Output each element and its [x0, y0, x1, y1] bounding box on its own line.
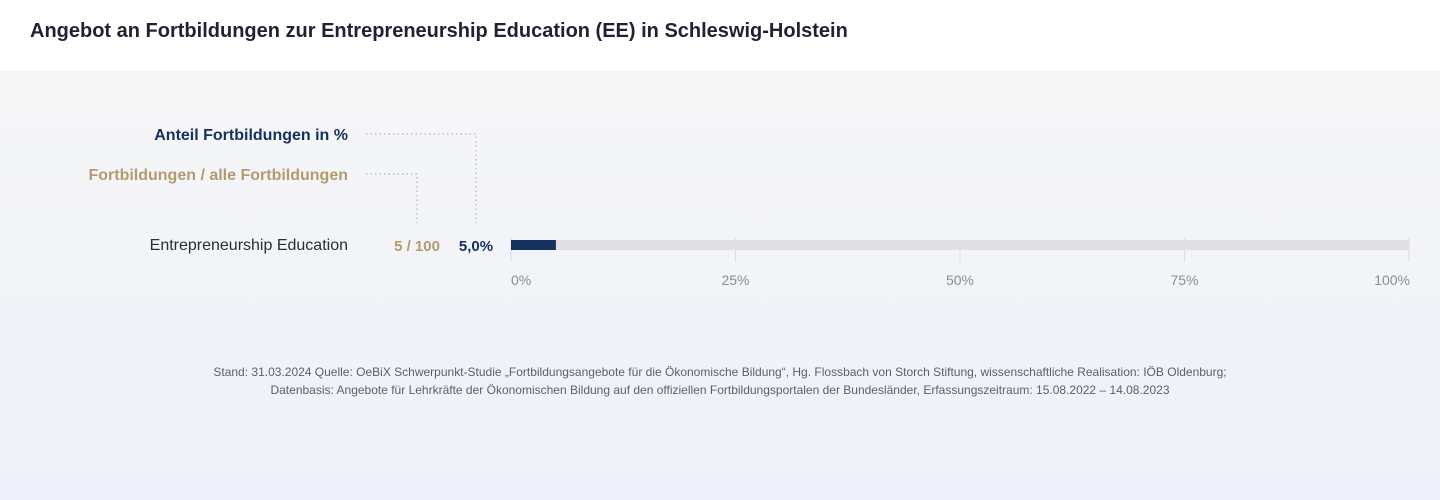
bar-track — [511, 240, 1409, 250]
chart-title: Angebot an Fortbildungen zur Entrepreneu… — [30, 20, 848, 42]
footnote: Stand: 31.03.2024 Quelle: OeBiX Schwerpu… — [0, 363, 1440, 399]
legend-leader-lines — [366, 133, 477, 223]
x-axis-ticks: 0% 25% 50% 75% 100% — [511, 272, 1410, 288]
bar-rows: Entrepreneurship Education 5 / 100 5,0% — [150, 237, 1409, 255]
legend-share-label: Anteil Fortbildungen in % — [154, 127, 348, 144]
legend-count-label: Fortbildungen / alle Fortbildungen — [88, 167, 348, 184]
leader-line-share — [366, 133, 477, 223]
leader-line-count — [366, 173, 418, 223]
x-tick-label: 25% — [721, 272, 749, 288]
footnote-line-1: Stand: 31.03.2024 Quelle: OeBiX Schwerpu… — [213, 365, 1227, 379]
count-label: 5 / 100 — [394, 238, 440, 255]
footnote-line-2: Datenbasis: Angebote für Lehrkräfte der … — [270, 383, 1170, 397]
chart-area: Anteil Fortbildungen in % Fortbildungen … — [0, 70, 1440, 500]
bar — [511, 240, 556, 250]
x-tick-label: 75% — [1170, 272, 1198, 288]
value-label: 5,0% — [459, 238, 493, 255]
x-tick-label: 0% — [511, 272, 531, 288]
x-tick-label: 100% — [1374, 272, 1410, 288]
category-label: Entrepreneurship Education — [150, 237, 348, 254]
title-bar: Angebot an Fortbildungen zur Entrepreneu… — [0, 0, 1440, 70]
x-tick-label: 50% — [946, 272, 974, 288]
bar-chart: Anteil Fortbildungen in % Fortbildungen … — [88, 127, 1410, 288]
